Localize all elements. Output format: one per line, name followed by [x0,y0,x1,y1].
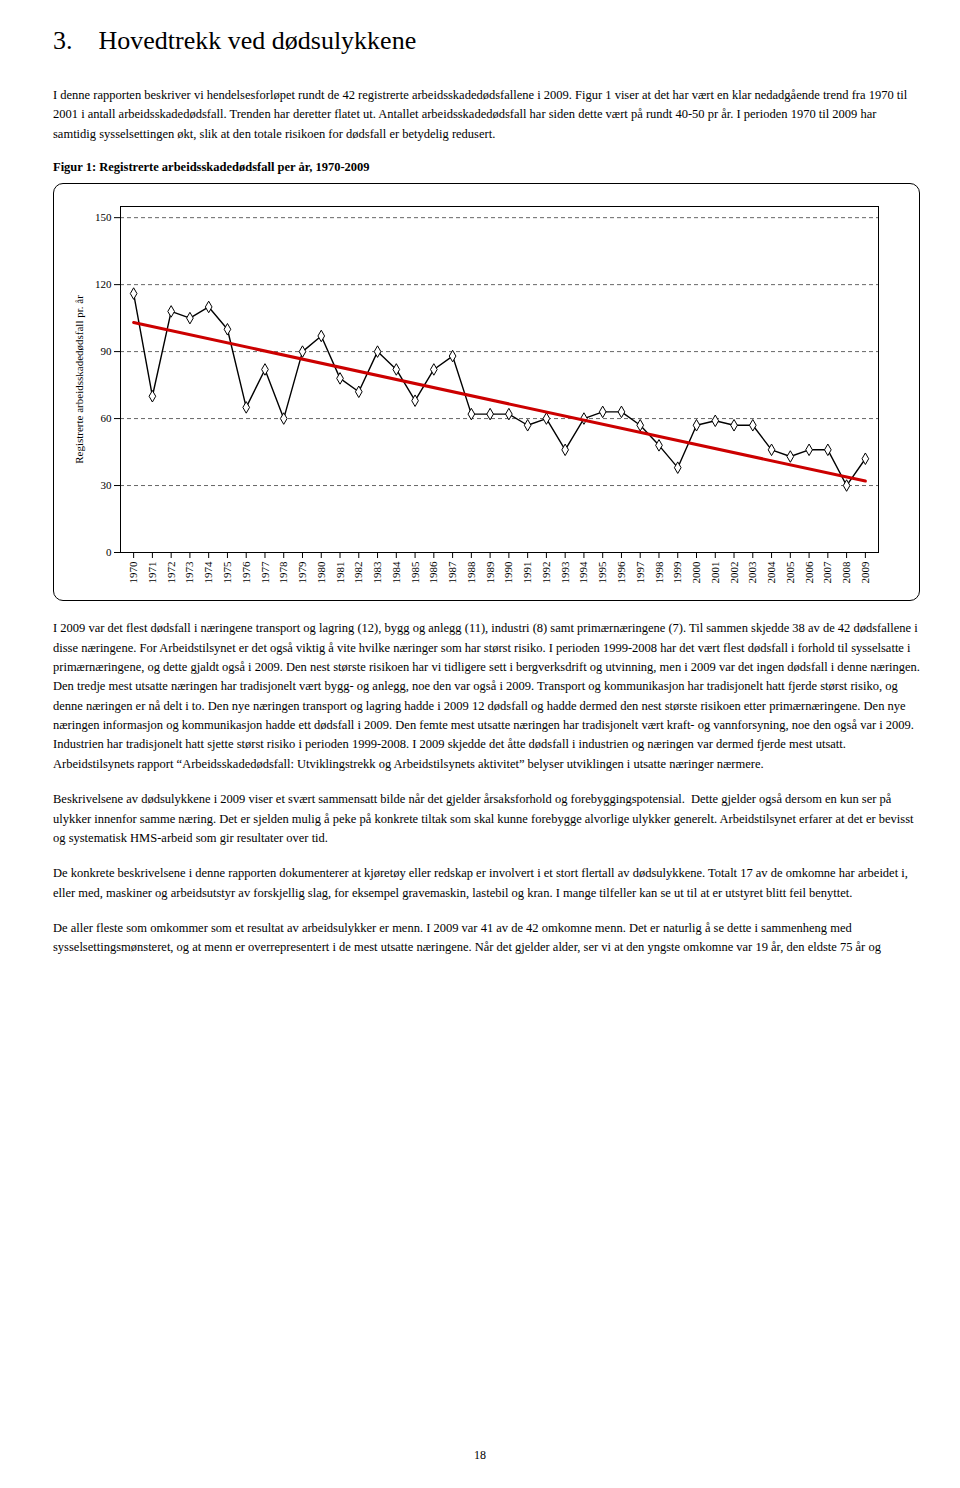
svg-text:1970: 1970 [127,561,139,584]
svg-text:1983: 1983 [371,561,383,584]
svg-text:1989: 1989 [484,561,496,584]
svg-text:30: 30 [101,479,113,491]
svg-text:1990: 1990 [502,561,514,584]
svg-text:1973: 1973 [183,561,195,584]
svg-text:1993: 1993 [559,561,571,584]
svg-text:1972: 1972 [165,562,177,584]
html-text:De aller fleste som omkommer s: De aller fleste som omkommer som et resu… [53,921,881,955]
svg-text:120: 120 [95,278,112,290]
svg-text:1984: 1984 [390,561,402,584]
svg-text:2005: 2005 [784,561,796,584]
svg-text:2007: 2007 [821,561,833,584]
svg-text:1987: 1987 [446,561,458,584]
svg-text:1974: 1974 [202,561,214,584]
svg-text:Registrerte arbeidsskadedødsfa: Registrerte arbeidsskadedødsfall pr. år [73,295,85,464]
html-text:I denne rapporten beskriver vi: I denne rapporten beskriver vi hendelses… [53,88,908,141]
svg-text:2009: 2009 [859,561,871,584]
svg-text:2008: 2008 [840,561,852,584]
svg-text:1988: 1988 [465,561,477,584]
svg-text:1979: 1979 [296,561,308,584]
html-text:3. Hovedtrekk ved dødsulykkene: 3. Hovedtrekk ved dødsulykkene [53,26,417,55]
svg-text:1981: 1981 [334,562,346,584]
svg-text:1997: 1997 [634,561,646,584]
svg-text:60: 60 [101,412,113,424]
svg-text:1999: 1999 [671,561,683,584]
svg-text:1998: 1998 [653,561,665,584]
svg-text:90: 90 [101,345,113,357]
svg-text:1996: 1996 [615,561,627,584]
svg-text:1994: 1994 [577,561,589,584]
svg-text:1995: 1995 [596,561,608,584]
svg-text:1986: 1986 [427,561,439,584]
svg-text:1978: 1978 [277,561,289,584]
svg-text:2002: 2002 [728,562,740,584]
svg-text:1977: 1977 [258,561,270,584]
svg-text:1982: 1982 [352,562,364,584]
svg-text:2003: 2003 [746,561,758,584]
svg-text:2006: 2006 [803,561,815,584]
svg-text:2000: 2000 [690,561,702,584]
html-text:Beskrivelsene av dødsulykkene: Beskrivelsene av dødsulykkene i 2009 vis… [53,792,914,845]
svg-text:1976: 1976 [240,561,252,584]
svg-text:0: 0 [106,546,112,558]
svg-text:2004: 2004 [765,561,777,584]
svg-text:1980: 1980 [315,561,327,584]
html-text:Figur 1: Registrerte arbeidssk: Figur 1: Registrerte arbeidsskadedødsfal… [53,160,370,175]
svg-text:1992: 1992 [540,562,552,584]
svg-text:1991: 1991 [521,562,533,584]
svg-text:2001: 2001 [709,562,721,584]
svg-text:1971: 1971 [146,562,158,584]
svg-text:1985: 1985 [409,561,421,584]
svg-text:1975: 1975 [221,561,233,584]
html-text:I 2009 var det flest dødsfall: I 2009 var det flest dødsfall i næringen… [53,621,920,771]
html-text:18: 18 [474,1448,486,1462]
svg-text:150: 150 [95,211,112,223]
html-text:De konkrete beskrivelsene i de: De konkrete beskrivelsene i denne rappor… [53,866,908,900]
